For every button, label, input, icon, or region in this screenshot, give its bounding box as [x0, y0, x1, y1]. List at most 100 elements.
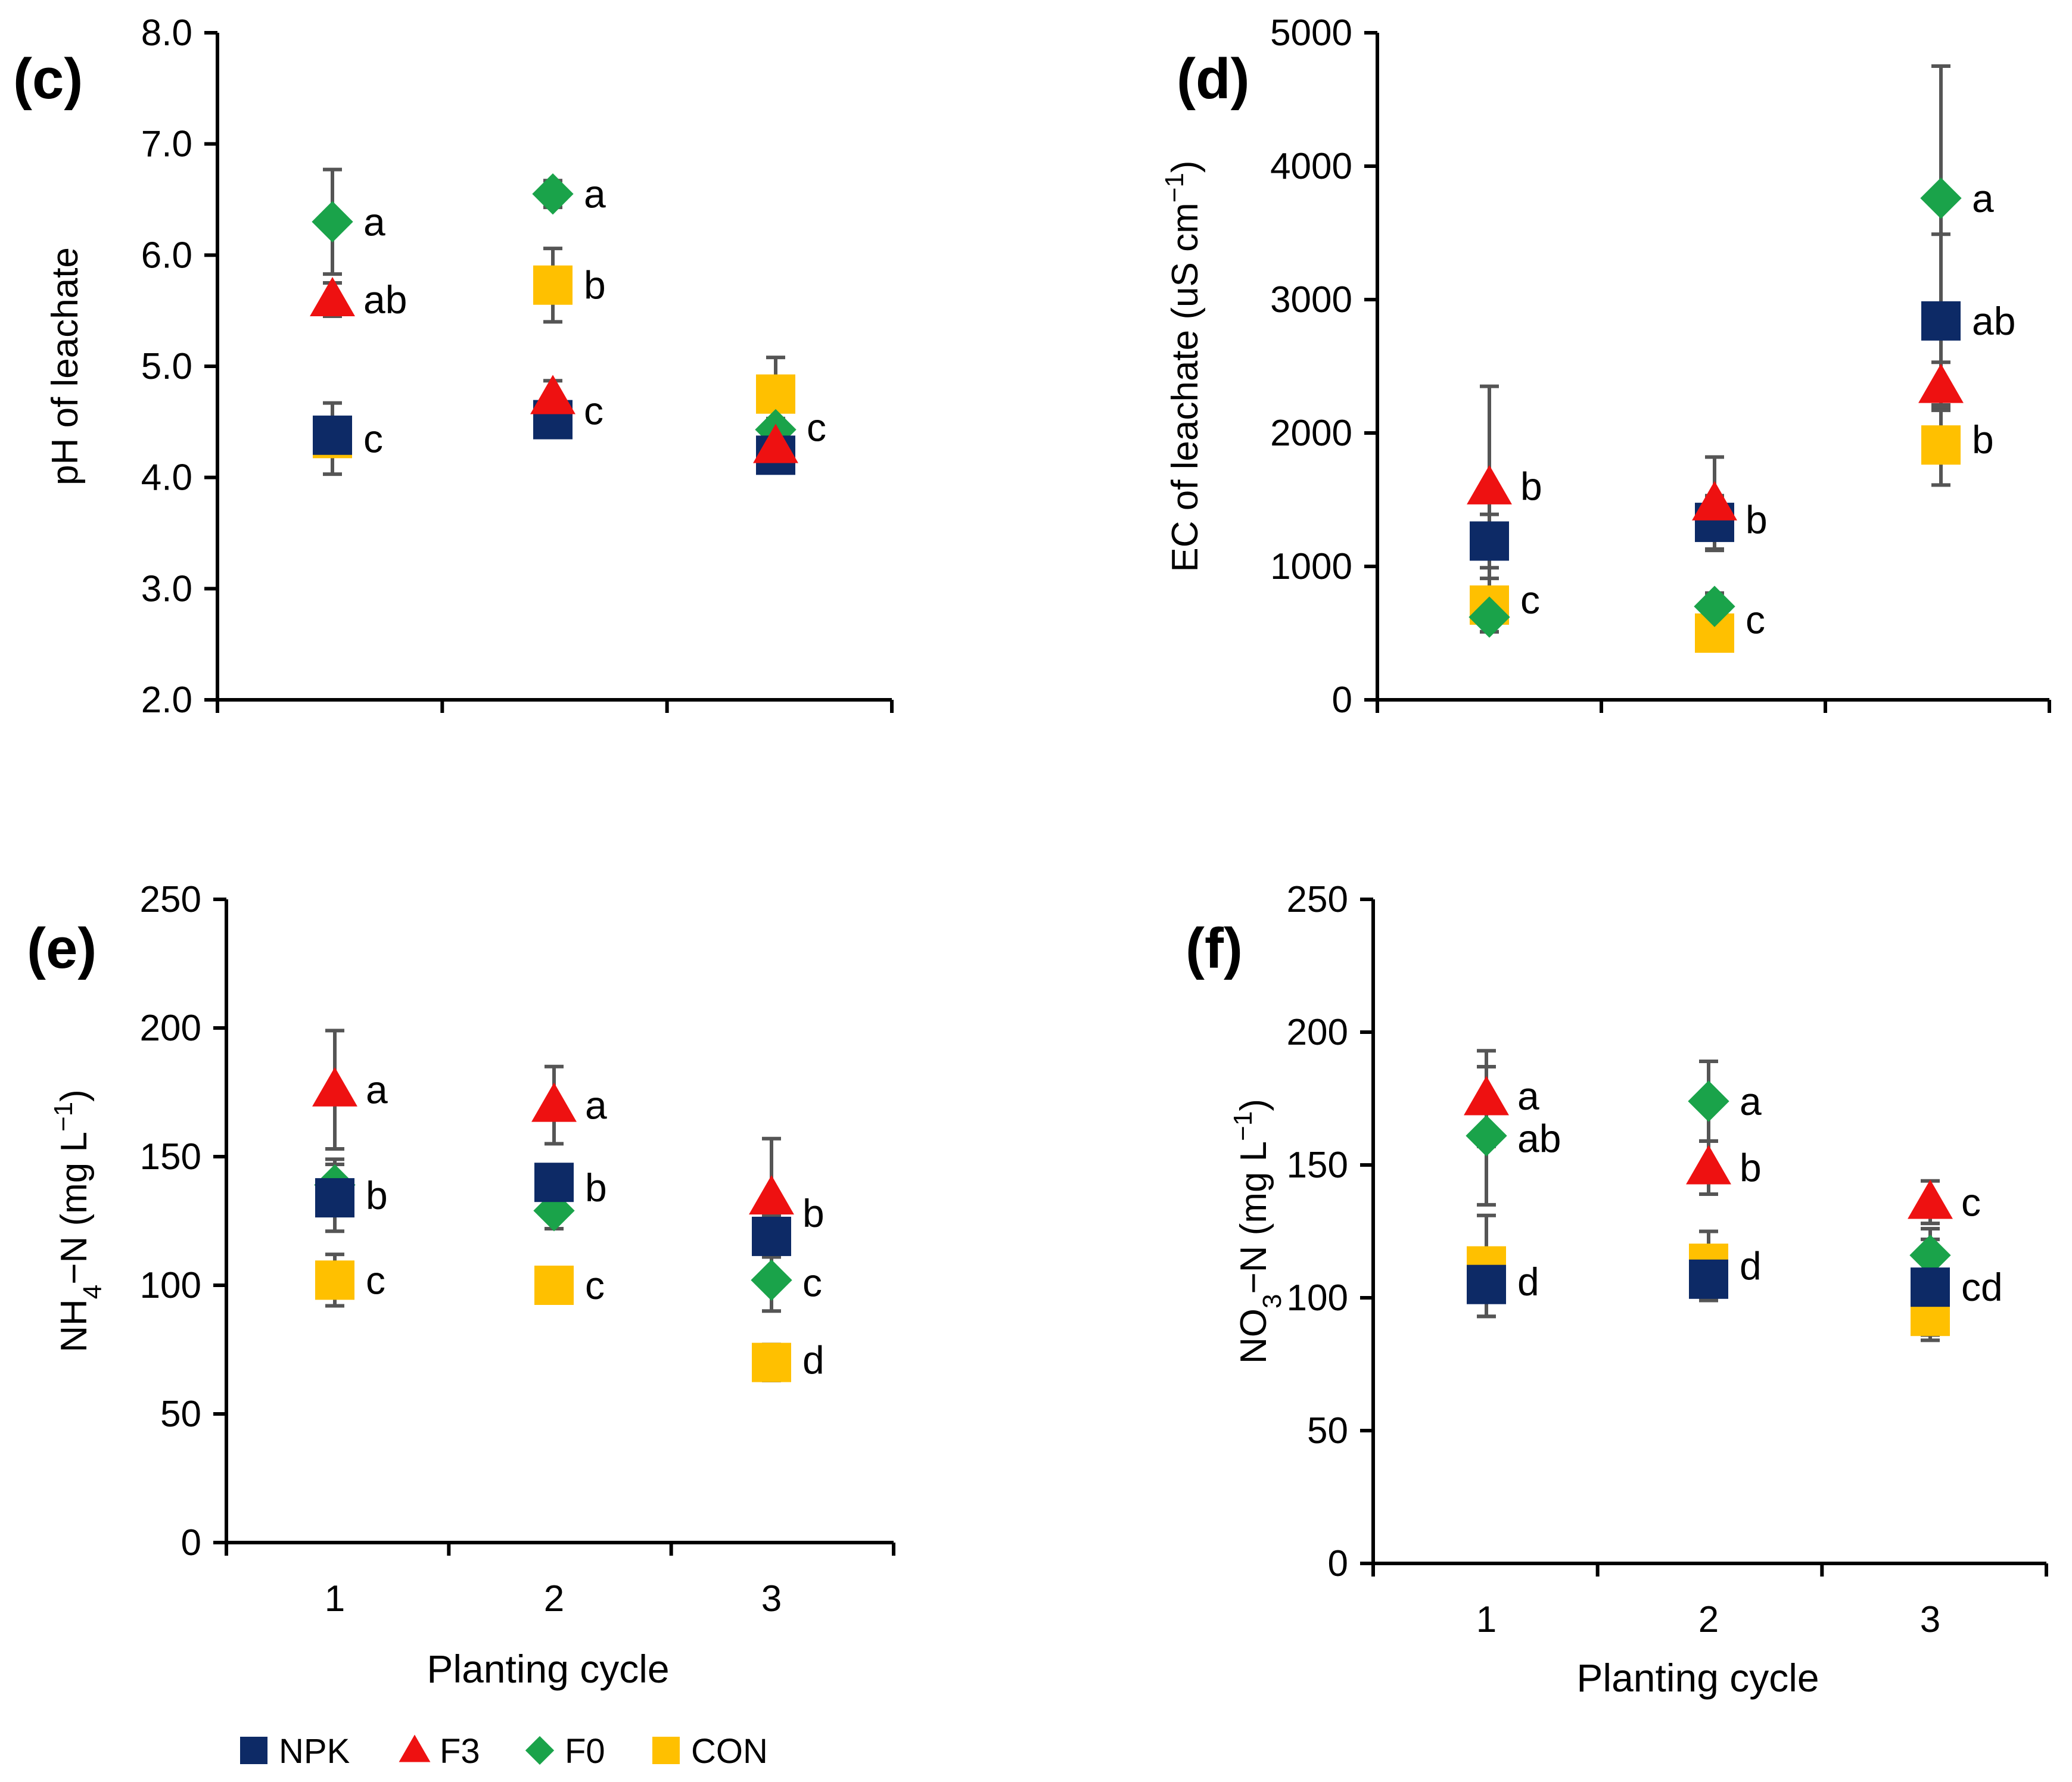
significance-label: c [1746, 598, 1765, 642]
point-f0 [1920, 177, 1962, 219]
y-tick-label: 200 [140, 1008, 201, 1049]
point-con [756, 374, 795, 414]
significance-label: b [802, 1191, 825, 1235]
legend-item-f0: F0 [525, 1732, 605, 1771]
y-tick-label: 1000 [1270, 546, 1352, 587]
significance-label: ab [363, 278, 407, 322]
panel-label: (f) [1186, 917, 1243, 980]
significance-label: a [584, 172, 606, 216]
significance-label: c [584, 389, 603, 433]
legend-item-con: CON [652, 1732, 768, 1771]
point-f0 [1694, 585, 1735, 627]
panel-c: 2.03.04.05.06.07.08.0(c)pH of leachateaa… [13, 13, 894, 721]
point-npk [1921, 301, 1961, 341]
significance-label: c [585, 1263, 605, 1307]
legend-marker-f3 [399, 1734, 431, 1762]
point-f3 [1918, 363, 1964, 403]
point-f3 [310, 277, 355, 317]
y-tick-label: 4.0 [141, 457, 192, 499]
y-tick-label: 200 [1287, 1012, 1348, 1053]
significance-label: c [363, 416, 383, 460]
point-f3 [531, 1082, 577, 1122]
panel-label: (c) [13, 47, 83, 111]
point-f0 [1688, 1080, 1729, 1122]
point-f3 [1686, 1145, 1731, 1185]
y-axis-title: pH of leachate [45, 247, 86, 485]
point-con [315, 1260, 354, 1300]
legend-marker-con [652, 1737, 680, 1764]
y-axis-title: NH4−N (mg L−1) [49, 1089, 107, 1353]
point-f0 [1909, 1234, 1951, 1276]
significance-label: a [1740, 1079, 1762, 1123]
significance-label: b [584, 263, 606, 307]
point-f0 [312, 201, 353, 242]
x-axis-title: Planting cycle [1576, 1656, 1819, 1700]
legend-label: CON [691, 1732, 768, 1771]
y-tick-label: 250 [140, 879, 201, 920]
point-f3 [1467, 465, 1512, 504]
significance-label: a [1972, 176, 1994, 220]
point-npk [1911, 1267, 1950, 1307]
y-tick-label: 4000 [1270, 146, 1352, 187]
point-npk [534, 1163, 574, 1202]
panel-e: 0 50 100 150 200 250 1 2 3 (e) NH4−N (mg L−1) Plant… [27, 879, 895, 1691]
y-axis-title: EC of leachate (uS cm−1) [1160, 160, 1206, 572]
legend-marker-f0 [525, 1736, 555, 1765]
significance-label: c [802, 1261, 822, 1305]
legend-label: F3 [440, 1732, 480, 1771]
point-npk [752, 1216, 791, 1256]
y-tick-label: 3000 [1270, 279, 1352, 320]
x-tick-label: 2 [544, 1578, 564, 1619]
point-con [1921, 425, 1961, 465]
y-tick-label: 2000 [1270, 413, 1352, 454]
point-f3 [749, 1175, 794, 1215]
y-tick-label: 150 [1287, 1145, 1348, 1186]
significance-label: c [1520, 578, 1540, 622]
point-npk [1467, 1264, 1506, 1304]
significance-label: b [366, 1173, 388, 1217]
y-tick-label: 5.0 [141, 346, 192, 387]
y-tick-label: 5000 [1270, 13, 1352, 54]
significance-label: d [1740, 1244, 1762, 1288]
significance-label: a [366, 1068, 388, 1112]
x-tick-label: 3 [761, 1578, 782, 1619]
legend-label: F0 [565, 1732, 605, 1771]
point-f3 [753, 423, 798, 463]
significance-label: a [1517, 1074, 1539, 1118]
significance-label: b [1740, 1145, 1762, 1189]
y-tick-label: 50 [160, 1394, 201, 1435]
point-f3 [1464, 1076, 1509, 1116]
panel-d: 0 1000 2000 3000 4000 5000 (d) EC of leachate (… [1160, 13, 2051, 721]
significance-label: ab [1972, 299, 2015, 343]
y-tick-label: 3.0 [141, 568, 192, 609]
y-tick-label: 2.0 [141, 680, 192, 721]
significance-label: c [1961, 1180, 1981, 1224]
point-npk [315, 1178, 354, 1218]
point-con [752, 1342, 791, 1382]
y-tick-label: 150 [140, 1136, 201, 1177]
y-tick-label: 0 [1328, 1543, 1348, 1584]
y-tick-label: 100 [1287, 1278, 1348, 1319]
y-tick-label: 100 [140, 1265, 201, 1306]
significance-label: b [1520, 465, 1542, 509]
point-f3 [1692, 481, 1737, 521]
y-tick-label: 0 [181, 1522, 201, 1563]
y-tick-label: 50 [1307, 1410, 1348, 1451]
significance-label: c [366, 1258, 385, 1302]
y-tick-label: 0 [1332, 680, 1352, 721]
y-tick-label: 6.0 [141, 235, 192, 276]
point-npk [1689, 1259, 1728, 1299]
x-tick-label: 1 [1476, 1599, 1497, 1640]
significance-label: d [802, 1338, 825, 1382]
y-tick-label: 8.0 [141, 13, 192, 54]
panel-f: 0 50 100 150 200 250 1 2 3 (f) NO3−N (mg L−1) Plant… [1186, 879, 2048, 1700]
x-tick-label: 1 [325, 1578, 345, 1619]
significance-label: a [585, 1083, 607, 1127]
y-tick-label: 250 [1287, 879, 1348, 920]
significance-label: b [1746, 498, 1768, 542]
point-npk [313, 415, 352, 455]
legend-marker-npk [240, 1737, 267, 1764]
significance-label: c [807, 406, 826, 450]
point-f0 [751, 1259, 792, 1301]
